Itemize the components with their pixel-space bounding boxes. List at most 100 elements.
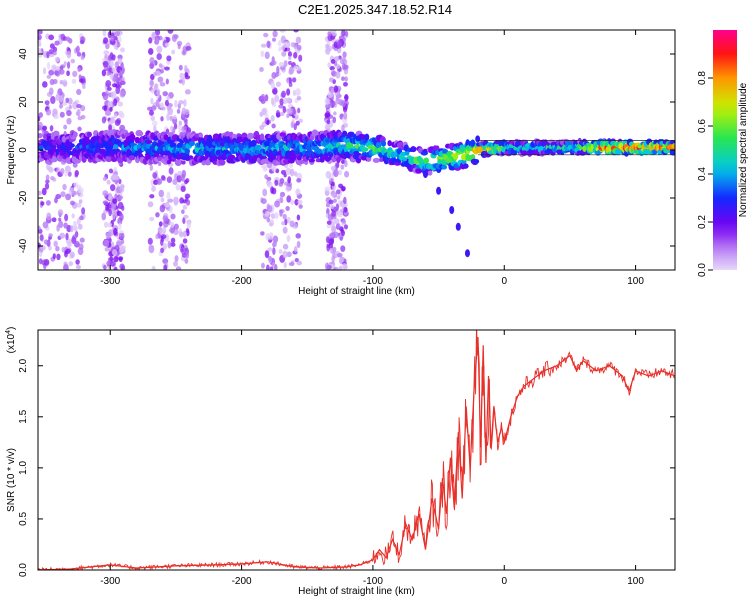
x-tick-label: -300 bbox=[100, 576, 120, 587]
colorbar-tick-label: 0.6 bbox=[697, 119, 708, 133]
colorbar-tick-label: 0.4 bbox=[697, 167, 708, 181]
noise-dot bbox=[70, 200, 75, 206]
ridge-mark bbox=[137, 131, 144, 137]
noise-dot bbox=[66, 50, 72, 59]
noise-dot bbox=[51, 217, 57, 223]
noise-dot bbox=[332, 116, 337, 124]
noise-dot bbox=[67, 241, 72, 248]
noise-dot bbox=[166, 55, 172, 62]
noise-dot bbox=[149, 79, 154, 88]
noise-dot bbox=[116, 77, 122, 82]
noise-dot bbox=[266, 217, 271, 223]
noise-dot bbox=[108, 192, 112, 199]
noise-dot bbox=[335, 203, 340, 211]
noise-dot bbox=[81, 207, 86, 215]
noise-dot bbox=[38, 30, 43, 35]
noise-dot bbox=[288, 82, 293, 88]
noise-dot bbox=[52, 51, 57, 56]
noise-dot bbox=[293, 171, 298, 177]
noise-dot bbox=[326, 220, 332, 225]
ridge-mark bbox=[336, 156, 341, 164]
noise-dot bbox=[158, 63, 163, 68]
noise-dot bbox=[60, 168, 65, 175]
noise-dot bbox=[45, 174, 50, 181]
noise-dot bbox=[159, 204, 166, 213]
noise-dot bbox=[186, 222, 192, 229]
noise-dot bbox=[78, 223, 83, 230]
noise-dot bbox=[63, 222, 68, 229]
noise-dot bbox=[181, 49, 187, 56]
noise-dot bbox=[260, 50, 265, 58]
noise-dot bbox=[178, 100, 184, 105]
noise-dot bbox=[276, 66, 280, 74]
ridge-mark bbox=[167, 132, 174, 137]
noise-dot bbox=[272, 37, 277, 42]
noise-dot bbox=[79, 39, 85, 45]
ridge-mark bbox=[441, 164, 448, 170]
noise-dot bbox=[54, 197, 58, 204]
noise-dot bbox=[105, 232, 112, 240]
noise-dot bbox=[180, 185, 186, 193]
noise-dot bbox=[328, 233, 334, 239]
noise-dot bbox=[270, 213, 276, 219]
noise-dot bbox=[271, 164, 277, 172]
noise-dot bbox=[56, 224, 60, 232]
noise-dot bbox=[109, 107, 113, 112]
ridge-mark bbox=[184, 148, 190, 155]
noise-dot bbox=[160, 247, 165, 254]
noise-dot bbox=[295, 188, 301, 196]
noise-dot bbox=[181, 77, 186, 86]
noise-dot bbox=[71, 213, 75, 219]
ridge-mark bbox=[367, 144, 373, 150]
noise-dot bbox=[149, 62, 155, 70]
ridge-mark bbox=[180, 160, 186, 165]
noise-dot bbox=[297, 199, 303, 205]
noise-dot bbox=[111, 202, 116, 211]
noise-dot bbox=[38, 115, 41, 122]
y-tick-label: 1.5 bbox=[18, 409, 29, 423]
noise-dot bbox=[76, 103, 82, 109]
noise-dot bbox=[169, 125, 174, 131]
noise-dot bbox=[102, 92, 109, 101]
noise-dot bbox=[289, 163, 294, 168]
noise-dot bbox=[38, 251, 43, 257]
noise-dot bbox=[170, 221, 175, 228]
noise-dot bbox=[73, 182, 79, 188]
noise-dot bbox=[278, 181, 284, 187]
noise-dot bbox=[261, 107, 268, 116]
noise-dot bbox=[287, 176, 292, 184]
noise-dot bbox=[287, 181, 293, 188]
y-tick-label: 1.0 bbox=[18, 460, 29, 474]
snr-scale-label: (x104) bbox=[5, 327, 17, 354]
noise-dot bbox=[281, 221, 286, 226]
noise-dot bbox=[155, 212, 160, 218]
noise-dot bbox=[106, 179, 111, 185]
noise-dot bbox=[290, 41, 295, 48]
noise-dot bbox=[79, 215, 84, 221]
y-tick-label: 2.0 bbox=[18, 358, 29, 372]
noise-dot bbox=[78, 187, 84, 194]
noise-dot bbox=[119, 263, 125, 270]
noise-dot bbox=[160, 238, 164, 247]
noise-dot bbox=[343, 224, 349, 230]
noise-dot bbox=[171, 49, 176, 55]
noise-dot bbox=[288, 55, 292, 61]
noise-dot bbox=[102, 60, 109, 68]
ridge-mark bbox=[134, 136, 140, 144]
noise-dot bbox=[270, 186, 274, 194]
noise-dot bbox=[151, 265, 156, 270]
noise-dot bbox=[51, 64, 57, 72]
noise-dot bbox=[282, 243, 289, 250]
noise-dot bbox=[285, 167, 292, 175]
noise-dot bbox=[160, 234, 167, 239]
noise-dot bbox=[42, 67, 47, 75]
ridge-mark bbox=[427, 170, 433, 176]
noise-dot bbox=[70, 251, 75, 258]
noise-dot bbox=[78, 74, 82, 80]
noise-dot bbox=[65, 232, 69, 241]
noise-dot bbox=[58, 217, 62, 222]
ridge-mark bbox=[452, 154, 459, 160]
noise-dot bbox=[340, 229, 346, 237]
noise-dot bbox=[102, 30, 107, 37]
